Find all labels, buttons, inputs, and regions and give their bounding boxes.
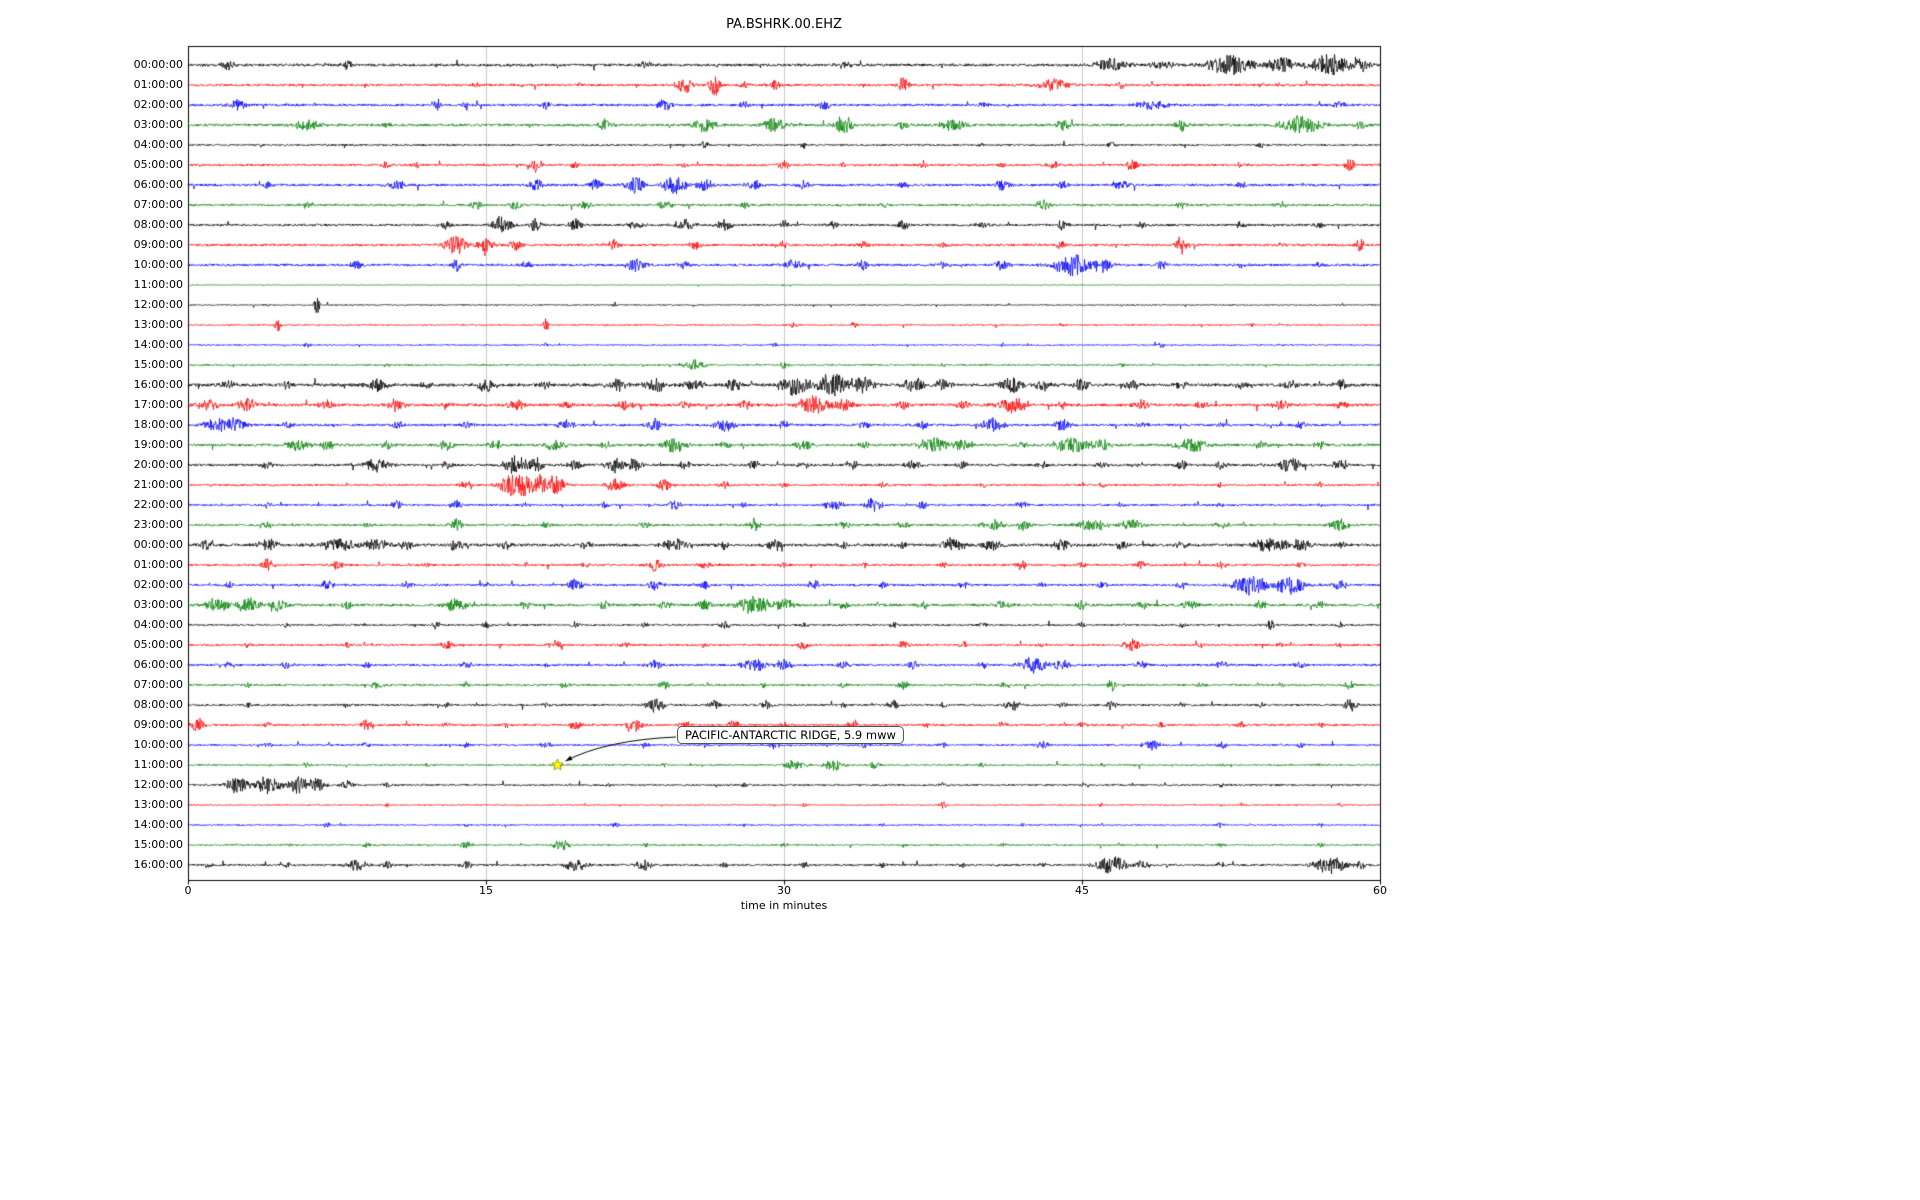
row-time-label: 06:00:00 (133, 658, 183, 671)
event-annotation-label: PACIFIC-ANTARCTIC RIDGE, 5.9 mww (677, 726, 904, 744)
row-time-label: 04:00:00 (133, 618, 183, 631)
row-time-label: 18:00:00 (133, 418, 183, 431)
row-time-label: 12:00:00 (133, 298, 183, 311)
x-tick-label: 15 (479, 884, 493, 897)
x-tick-label: 60 (1373, 884, 1387, 897)
row-time-label: 10:00:00 (133, 738, 183, 751)
x-axis-label: time in minutes (740, 899, 828, 912)
row-time-label: 13:00:00 (133, 798, 183, 811)
row-time-label: 00:00:00 (133, 538, 183, 551)
row-time-label: 07:00:00 (133, 678, 183, 691)
row-time-label: 17:00:00 (133, 398, 183, 411)
row-time-label: 06:00:00 (133, 178, 183, 191)
row-time-label: 05:00:00 (133, 158, 183, 171)
row-time-label: 15:00:00 (133, 358, 183, 371)
row-time-label: 10:00:00 (133, 258, 183, 271)
row-time-label: 01:00:00 (133, 78, 183, 91)
row-time-label: 14:00:00 (133, 338, 183, 351)
row-time-label: 02:00:00 (133, 578, 183, 591)
x-tick-label: 0 (184, 884, 192, 897)
row-time-label: 16:00:00 (133, 858, 183, 871)
row-time-label: 07:00:00 (133, 198, 183, 211)
row-time-label: 22:00:00 (133, 498, 183, 511)
row-time-label: 01:00:00 (133, 558, 183, 571)
row-time-label: 08:00:00 (133, 218, 183, 231)
row-time-label: 05:00:00 (133, 638, 183, 651)
x-tick-label: 30 (777, 884, 791, 897)
row-time-label: 21:00:00 (133, 478, 183, 491)
row-time-label: 08:00:00 (133, 698, 183, 711)
row-time-label: 11:00:00 (133, 758, 183, 771)
row-time-label: 15:00:00 (133, 838, 183, 851)
row-time-label: 14:00:00 (133, 818, 183, 831)
row-time-label: 19:00:00 (133, 438, 183, 451)
row-time-label: 03:00:00 (133, 118, 183, 131)
chart-title: PA.BSHRK.00.EHZ (726, 17, 842, 32)
row-time-label: 09:00:00 (133, 718, 183, 731)
row-time-label: 16:00:00 (133, 378, 183, 391)
row-time-label: 03:00:00 (133, 598, 183, 611)
x-tick-label: 45 (1075, 884, 1089, 897)
row-time-label: 02:00:00 (133, 98, 183, 111)
row-time-label: 20:00:00 (133, 458, 183, 471)
row-time-label: 00:00:00 (133, 58, 183, 71)
row-time-label: 04:00:00 (133, 138, 183, 151)
row-time-label: 09:00:00 (133, 238, 183, 251)
row-time-label: 12:00:00 (133, 778, 183, 791)
row-time-label: 11:00:00 (133, 278, 183, 291)
row-time-label: 23:00:00 (133, 518, 183, 531)
row-time-label: 13:00:00 (133, 318, 183, 331)
